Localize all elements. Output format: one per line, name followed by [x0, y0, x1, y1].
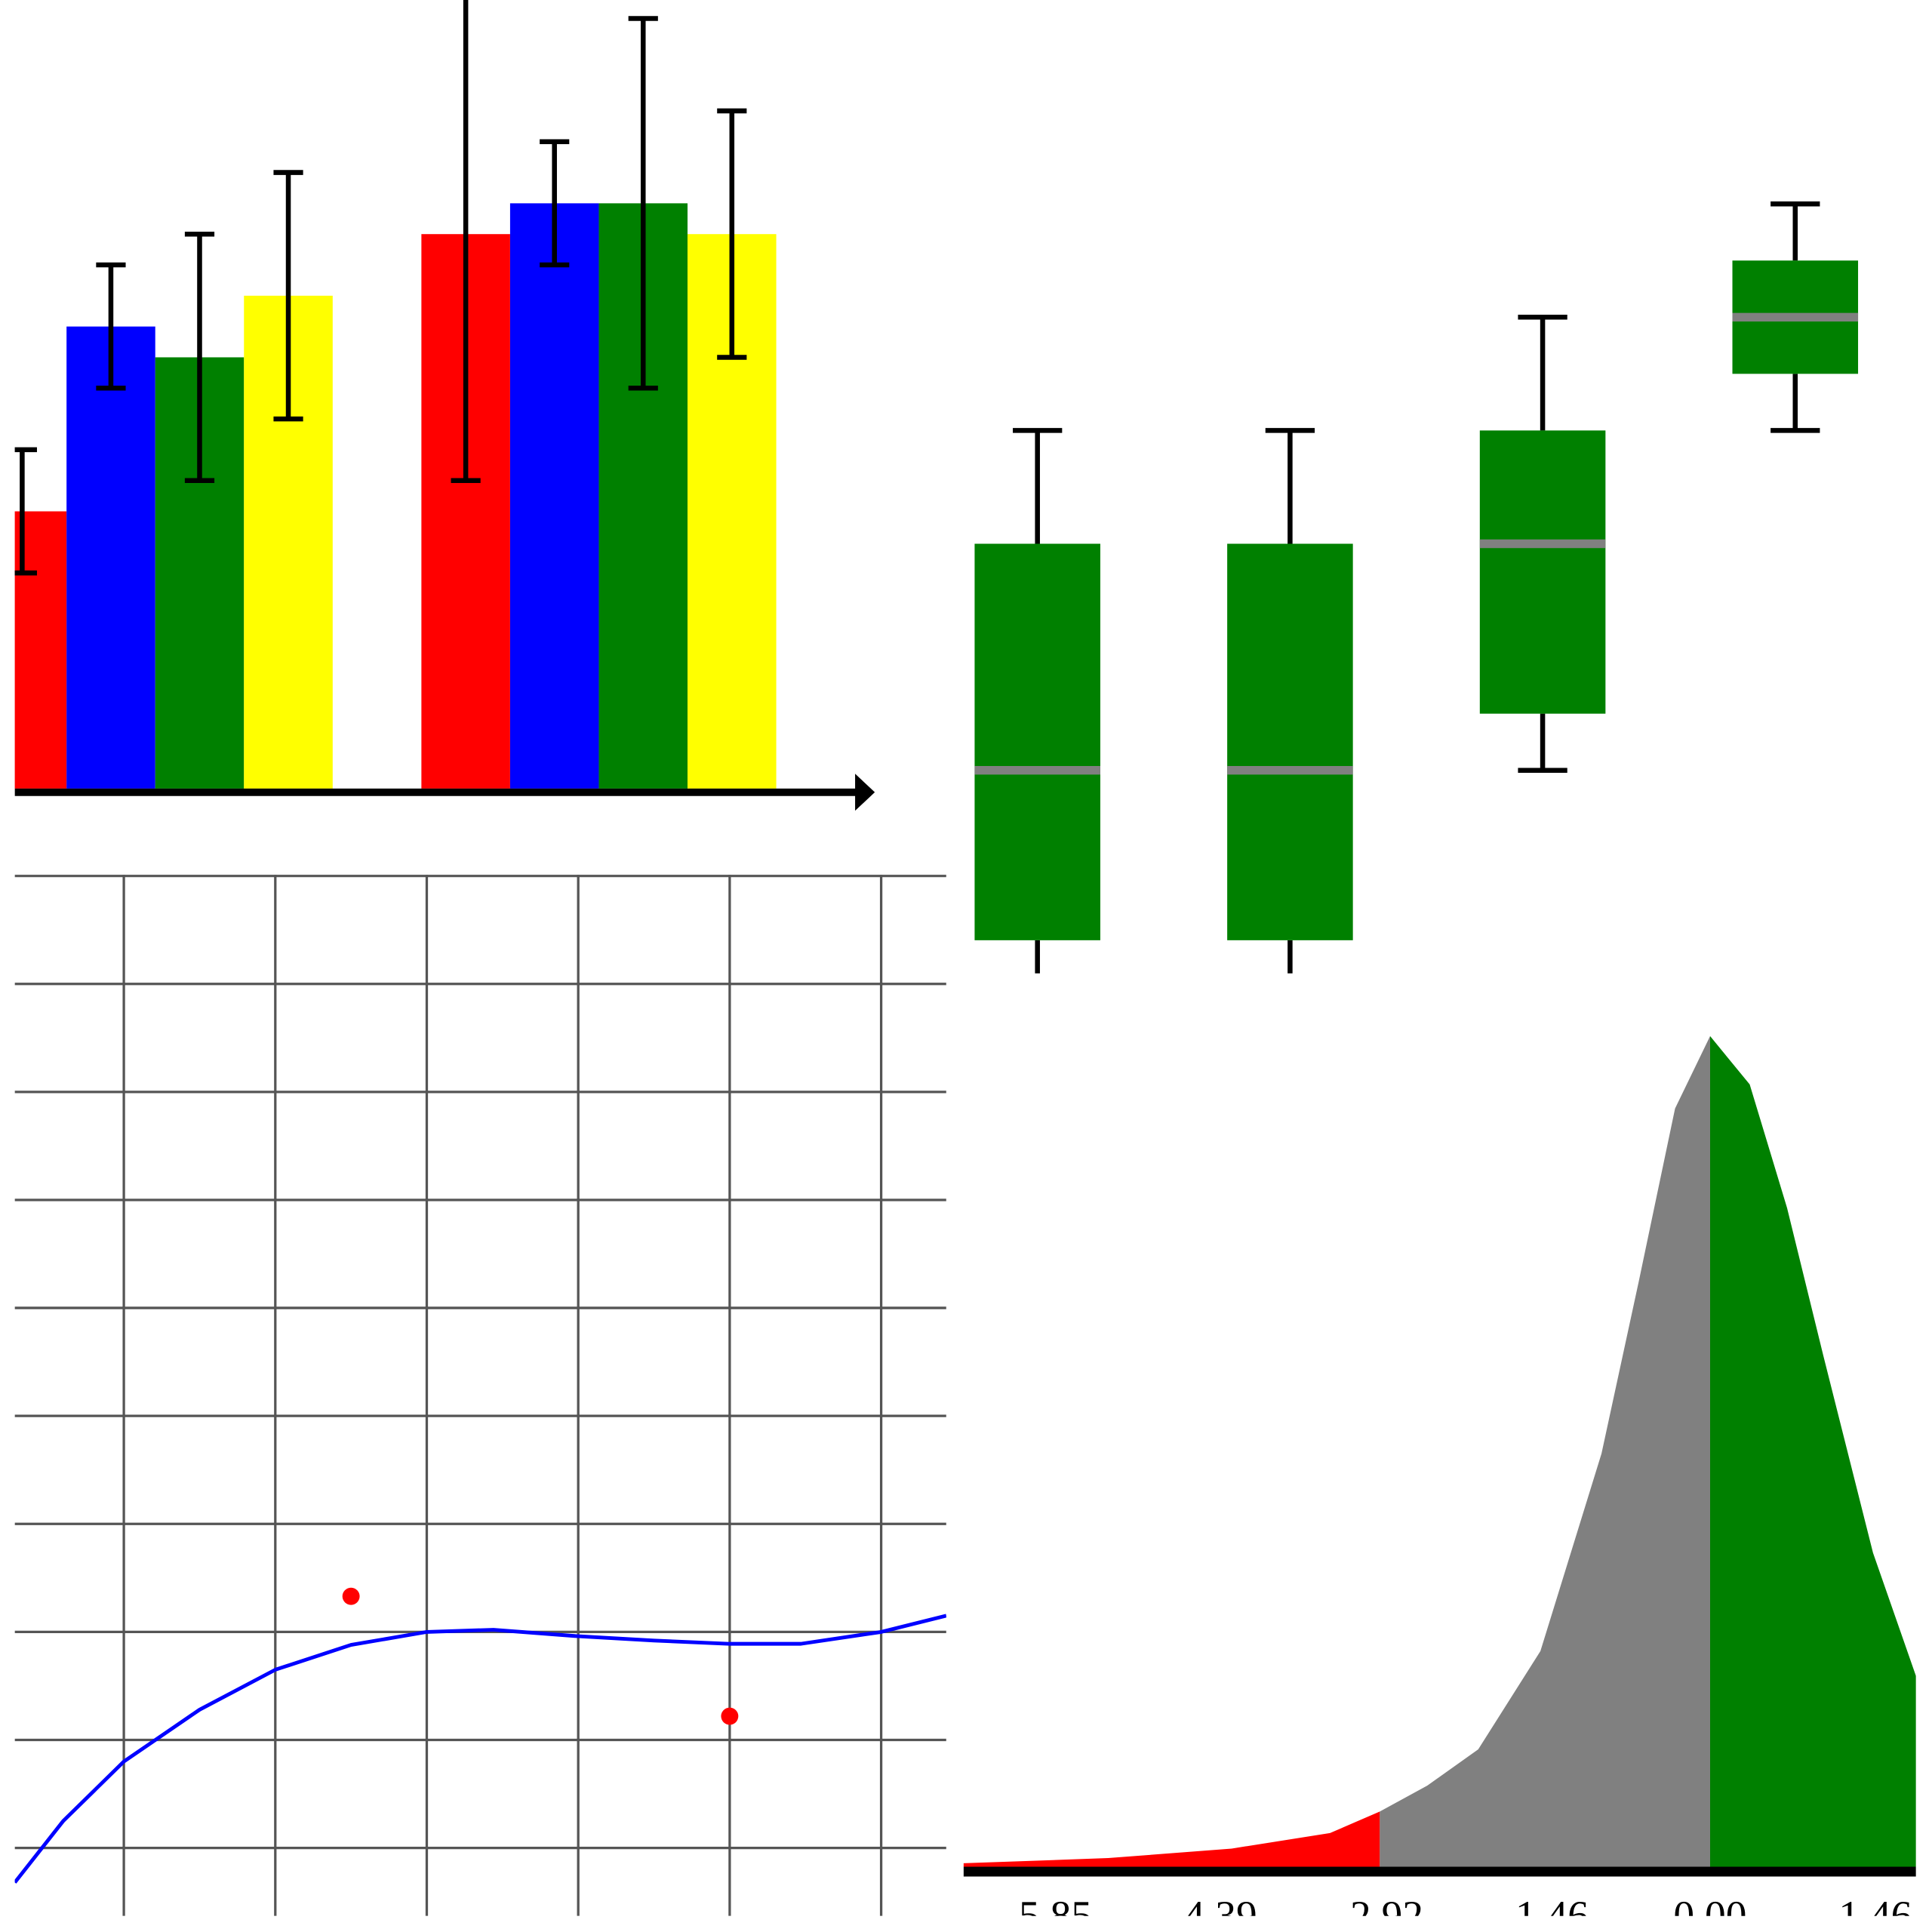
- x-tick-label: -1.46: [1501, 1894, 1589, 1932]
- area: [963, 1811, 1380, 1867]
- x-tick-label: 1.46: [1838, 1894, 1912, 1932]
- point: [342, 1587, 360, 1605]
- area: [1709, 1035, 1916, 1867]
- box: [1227, 543, 1353, 940]
- line-panel: [14, 875, 946, 1916]
- x-tick-label: -4.39: [1170, 1894, 1257, 1932]
- point: [721, 1707, 739, 1725]
- bar: [14, 511, 67, 789]
- axis-arrow: [855, 774, 875, 811]
- box-panel: [974, 201, 1859, 974]
- area: [1380, 1035, 1710, 1867]
- density-panel: -5.85 -4.39 -2.92 -1.46 0.00 1.46: [963, 1035, 1916, 1932]
- box: [974, 543, 1100, 940]
- x-tick-label: WSL 2: [41, 823, 131, 858]
- x-tick-label: -5.85: [1004, 1894, 1092, 1932]
- x-tick-label: -2.92: [1337, 1894, 1424, 1932]
- curve: [14, 1614, 946, 1884]
- bar-panel: WSL 2 WSL 3: [14, 0, 875, 858]
- box: [1479, 430, 1606, 714]
- bar: [509, 203, 599, 789]
- x-tick-label: 0.00: [1673, 1894, 1746, 1932]
- bar: [66, 326, 155, 789]
- x-tick-label: WSL 3: [485, 823, 575, 858]
